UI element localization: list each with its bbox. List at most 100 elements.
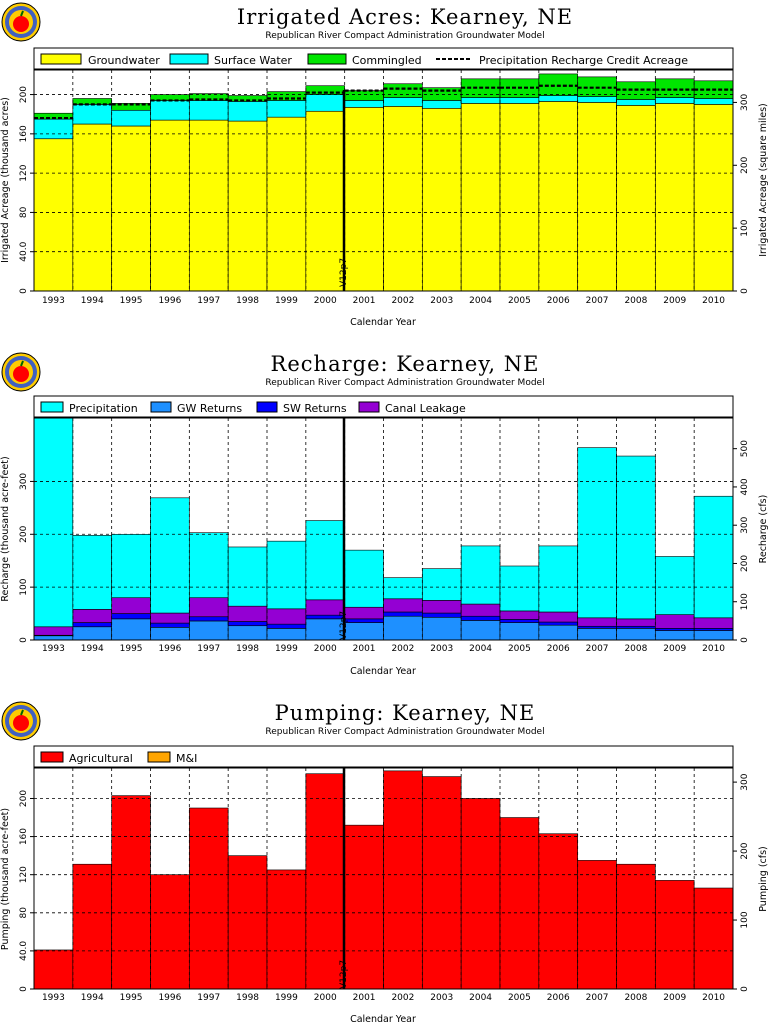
bar-groundwater-1993 — [33, 138, 74, 292]
bar-agricultural-2003 — [422, 776, 462, 990]
chart-title: Irrigated Acres: Kearney, NE — [237, 5, 573, 29]
x-tick-label: 2001 — [353, 993, 376, 1003]
legend: Groundwater Surface Water Commingled Pre… — [33, 47, 734, 70]
version-marker-label: V12p7 — [339, 611, 349, 640]
y-tick-label: 0 — [19, 288, 29, 294]
bar-canal-leakage-2009 — [655, 614, 695, 629]
legend-swatch-sw-returns — [256, 401, 278, 413]
y2-tick-label: 500 — [740, 440, 750, 457]
bar-sw-returns-1995 — [111, 613, 151, 620]
bar-groundwater-1994 — [72, 123, 112, 292]
y2-tick-label: 100 — [740, 911, 750, 928]
x-tick-label: 1993 — [42, 993, 65, 1003]
bar-groundwater-2001 — [344, 107, 384, 292]
x-tick-label: 1996 — [158, 993, 181, 1003]
version-marker-label: V12p7 — [339, 258, 349, 287]
bar-agricultural-2010 — [693, 887, 734, 990]
x-tick-label: 2007 — [586, 993, 609, 1003]
y-tick-label: 160 — [19, 828, 29, 845]
bar-surface-water-2000 — [305, 94, 345, 112]
bar-agricultural-2004 — [460, 798, 501, 990]
bar-gw-returns-2004 — [460, 620, 501, 641]
y-tick-label: 300 — [19, 473, 29, 490]
x-tick-label: 2007 — [586, 644, 609, 654]
bar-canal-leakage-2006 — [538, 611, 578, 623]
x-tick-label: 2010 — [702, 993, 725, 1003]
bar-gw-returns-1997 — [189, 620, 229, 641]
bar-gw-returns-2010 — [693, 630, 734, 641]
bar-agricultural-1999 — [266, 869, 307, 990]
legend-canal-leakage: Canal Leakage — [385, 402, 466, 415]
bar-surface-water-2008 — [616, 99, 656, 106]
x-tick-label: 1997 — [197, 644, 220, 654]
version-marker-label: V12p7 — [339, 960, 349, 989]
x-tick-label: 1999 — [275, 644, 298, 654]
legend-precip-credit: Precipitation Recharge Credit Acreage — [479, 54, 688, 67]
x-tick-label: 2004 — [469, 296, 492, 306]
bar-surface-water-2003 — [422, 100, 462, 109]
x-tick-label: 1998 — [236, 296, 259, 306]
legend-swatch-mi — [147, 751, 171, 763]
bar-sw-returns-2005 — [499, 619, 540, 623]
y-tick-label: 120 — [19, 866, 29, 883]
x-tick-label: 2009 — [663, 644, 686, 654]
x-tick-label: 1993 — [42, 644, 65, 654]
x-tick-label: 2000 — [314, 644, 337, 654]
chart-subtitle: Republican River Compact Administration … — [265, 727, 544, 737]
bar-groundwater-1995 — [111, 125, 151, 292]
y2-axis-label: Irrigated Acreage (square miles) — [758, 103, 768, 257]
legend-swatch-canal-leakage — [358, 401, 380, 413]
y-axis-label: Pumping (thousand acre-feet) — [0, 808, 11, 950]
bar-sw-returns-1996 — [150, 622, 190, 628]
legend-mi: M&I — [176, 752, 197, 765]
y-axis-label: Irrigated Acreage (thousand acres) — [0, 97, 11, 263]
y-tick-label: 200 — [19, 790, 29, 807]
bar-canal-leakage-2001 — [344, 606, 384, 620]
panel-recharge: Recharge: Kearney, NE Republican River C… — [0, 352, 768, 677]
plot-frame — [33, 767, 734, 990]
x-tick-label: 2005 — [508, 644, 531, 654]
bar-gw-returns-2009 — [655, 630, 695, 641]
bar-sw-returns-2002 — [383, 611, 423, 617]
bar-groundwater-2009 — [655, 103, 695, 292]
bar-surface-water-2001 — [344, 100, 384, 108]
bar-sw-returns-2003 — [422, 612, 462, 618]
bar-gw-returns-2008 — [616, 628, 656, 641]
x-tick-label: 2006 — [547, 993, 570, 1003]
logo-pumping — [1, 701, 41, 741]
bar-agricultural-1995 — [111, 795, 151, 990]
y-tick-label: 40.0 — [19, 241, 29, 261]
bar-precipitation-2010 — [693, 495, 734, 619]
logo-irrigated — [1, 2, 41, 42]
bar-canal-leakage-1998 — [227, 605, 268, 622]
bar-precipitation-2001 — [344, 549, 384, 608]
y2-tick-label: 300 — [740, 773, 750, 790]
bar-surface-water-1994 — [72, 104, 112, 125]
bar-groundwater-1997 — [189, 119, 229, 292]
bar-surface-water-2002 — [383, 97, 423, 107]
bar-gw-returns-1995 — [111, 618, 151, 641]
bar-agricultural-2002 — [383, 770, 423, 990]
bar-surface-water-2004 — [460, 97, 501, 104]
y-tick-label: 80 — [19, 206, 29, 218]
x-axis-label: Calendar Year — [350, 317, 416, 328]
y-tick-label: 160 — [19, 125, 29, 142]
bar-agricultural-1994 — [72, 863, 112, 990]
bar-precipitation-1994 — [72, 535, 112, 610]
bar-agricultural-2006 — [538, 833, 578, 990]
x-tick-label: 2000 — [314, 993, 337, 1003]
y-axis-label: Recharge (thousand acre-feet) — [0, 456, 11, 601]
bar-gw-returns-2005 — [499, 622, 540, 641]
bar-precipitation-1996 — [150, 497, 190, 614]
bar-canal-leakage-1994 — [72, 609, 112, 623]
x-tick-label: 2008 — [624, 644, 647, 654]
legend-swatch-gw-returns — [150, 401, 172, 413]
y-tick-label: 200 — [19, 525, 29, 542]
x-tick-label: 1995 — [120, 993, 143, 1003]
x-tick-label: 1994 — [81, 644, 104, 654]
bar-commingled-2002 — [383, 83, 423, 98]
y2-tick-label: 0 — [740, 986, 750, 992]
bar-surface-water-1999 — [266, 100, 307, 118]
x-tick-label: 1997 — [197, 993, 220, 1003]
